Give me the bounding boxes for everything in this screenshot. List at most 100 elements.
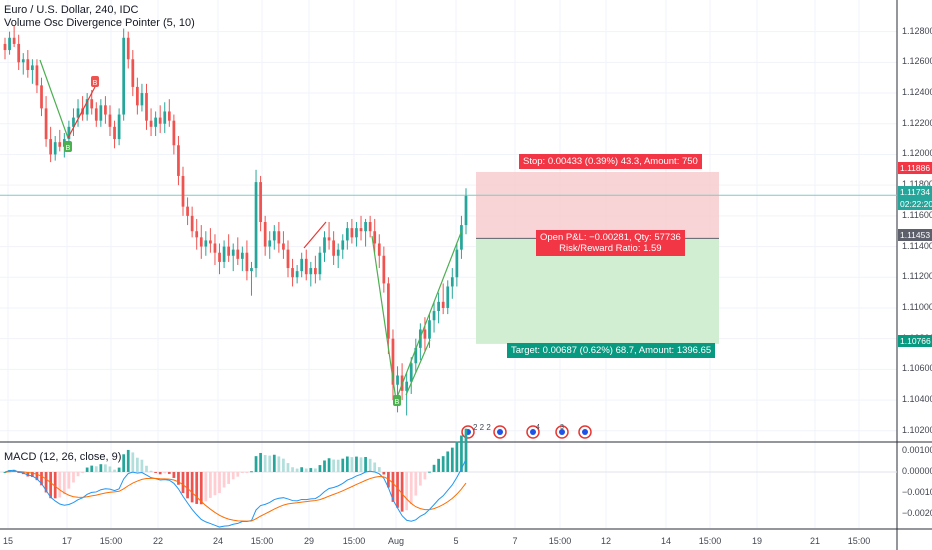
macd-histogram-bar	[53, 471, 57, 499]
indicator-title[interactable]: Volume Osc Divergence Pointer (5, 10)	[4, 17, 195, 29]
macd-histogram-bar	[76, 471, 80, 477]
candle	[154, 117, 157, 127]
time-tick: 29	[303, 536, 315, 546]
time-tick: 15:00	[698, 536, 722, 546]
candle	[387, 283, 390, 339]
candle	[464, 195, 468, 226]
symbol-title[interactable]: Euro / U.S. Dollar, 240, IDC	[4, 4, 139, 16]
candle	[423, 329, 427, 339]
macd-histogram-bar	[464, 428, 468, 472]
price-tick: 1.12400	[902, 87, 932, 98]
pnl-label[interactable]: Open P&L: −0.00281, Qty: 57736 Risk/Rewa…	[536, 230, 685, 256]
risk-reward-line: Risk/Reward Ratio: 1.59	[559, 243, 662, 254]
divergence-line	[303, 221, 327, 249]
macd-histogram-bar	[117, 467, 121, 472]
macd-histogram-bar	[140, 459, 144, 472]
time-tick: 24	[212, 536, 224, 546]
macd-histogram-bar	[409, 471, 413, 505]
candle	[291, 268, 294, 278]
macd-histogram-bar	[327, 458, 331, 472]
candle	[58, 142, 62, 147]
signal-line	[4, 470, 467, 522]
macd-histogram-bar	[3, 471, 7, 473]
macd-histogram-bar	[318, 465, 322, 472]
candle	[355, 228, 358, 238]
macd-histogram-bar	[154, 471, 157, 473]
candle	[309, 268, 313, 275]
candle	[259, 182, 262, 222]
candle	[341, 240, 345, 250]
price-tick: 1.12000	[902, 148, 932, 159]
candle	[377, 243, 381, 256]
time-tick: 15:00	[99, 536, 123, 546]
candle	[21, 59, 25, 63]
candle	[428, 320, 431, 339]
candle	[35, 65, 39, 86]
candle	[94, 108, 98, 121]
macd-histogram-bar	[26, 471, 30, 477]
candle	[286, 249, 290, 269]
time-tick: 12	[600, 536, 612, 546]
candle	[373, 231, 377, 244]
macd-histogram-bar	[90, 465, 94, 472]
macd-histogram-bar	[428, 471, 431, 473]
candle	[117, 114, 121, 140]
candle	[213, 243, 217, 253]
macd-histogram-bar	[126, 449, 130, 472]
divergence-line	[371, 235, 397, 401]
bull-marker-text: B	[395, 399, 400, 406]
macd-histogram-bar	[122, 454, 126, 472]
macd-histogram-bar	[209, 471, 212, 498]
candle	[172, 120, 176, 146]
candle	[158, 117, 162, 124]
candle	[90, 99, 94, 109]
macd-histogram-bar	[245, 471, 249, 473]
candle	[199, 237, 203, 247]
candle	[113, 126, 116, 140]
macd-histogram-bar	[437, 458, 440, 472]
countdown-label: 02:22:20	[898, 198, 932, 210]
flag-icon	[582, 429, 588, 435]
time-tick: 22	[152, 536, 164, 546]
candle	[186, 206, 189, 216]
time-tick: 15	[2, 536, 14, 546]
price-tick: 1.10200	[902, 424, 932, 435]
macd-tick: 0.00100	[902, 445, 932, 456]
macd-histogram-bar	[304, 468, 308, 472]
time-tick: 5	[453, 536, 459, 546]
macd-histogram-bar	[359, 457, 363, 472]
pnl-line: Open P&L: −0.00281, Qty: 57736	[540, 232, 681, 243]
macd-title[interactable]: MACD (12, 26, close, 9)	[4, 451, 122, 463]
bull-marker-text: B	[66, 145, 71, 152]
macd-histogram-bar	[368, 458, 372, 472]
macd-histogram-bar	[72, 471, 75, 483]
macd-histogram-bar	[113, 469, 116, 472]
stop-price-label: 1.11886	[898, 162, 932, 174]
candle	[432, 311, 436, 321]
candle	[455, 249, 459, 278]
stop-label[interactable]: Stop: 0.00433 (0.39%) 43.3, Amount: 750	[519, 154, 702, 169]
price-tick: 1.12600	[902, 56, 932, 67]
macd-histogram-bar	[282, 458, 285, 472]
bull-marker	[64, 141, 72, 152]
stop-zone	[476, 171, 719, 239]
candle	[12, 37, 16, 44]
candle	[236, 249, 240, 259]
candle	[318, 252, 322, 275]
macd-histogram-bar	[314, 468, 317, 472]
candle	[67, 126, 71, 140]
macd-histogram-bar	[135, 457, 139, 472]
flag-icon	[497, 429, 503, 435]
price-tick: 1.11400	[902, 240, 932, 251]
macd-histogram-bar	[240, 471, 244, 474]
macd-histogram-bar	[104, 464, 107, 472]
target-label[interactable]: Target: 0.00687 (0.62%) 68.7, Amount: 13…	[507, 343, 716, 358]
candle	[26, 59, 30, 71]
macd-histogram-bar	[172, 471, 176, 478]
target-price-label: 1.10766	[898, 335, 932, 347]
candle	[131, 59, 135, 87]
macd-histogram-bar	[131, 452, 135, 472]
macd-histogram-bar	[204, 471, 208, 502]
